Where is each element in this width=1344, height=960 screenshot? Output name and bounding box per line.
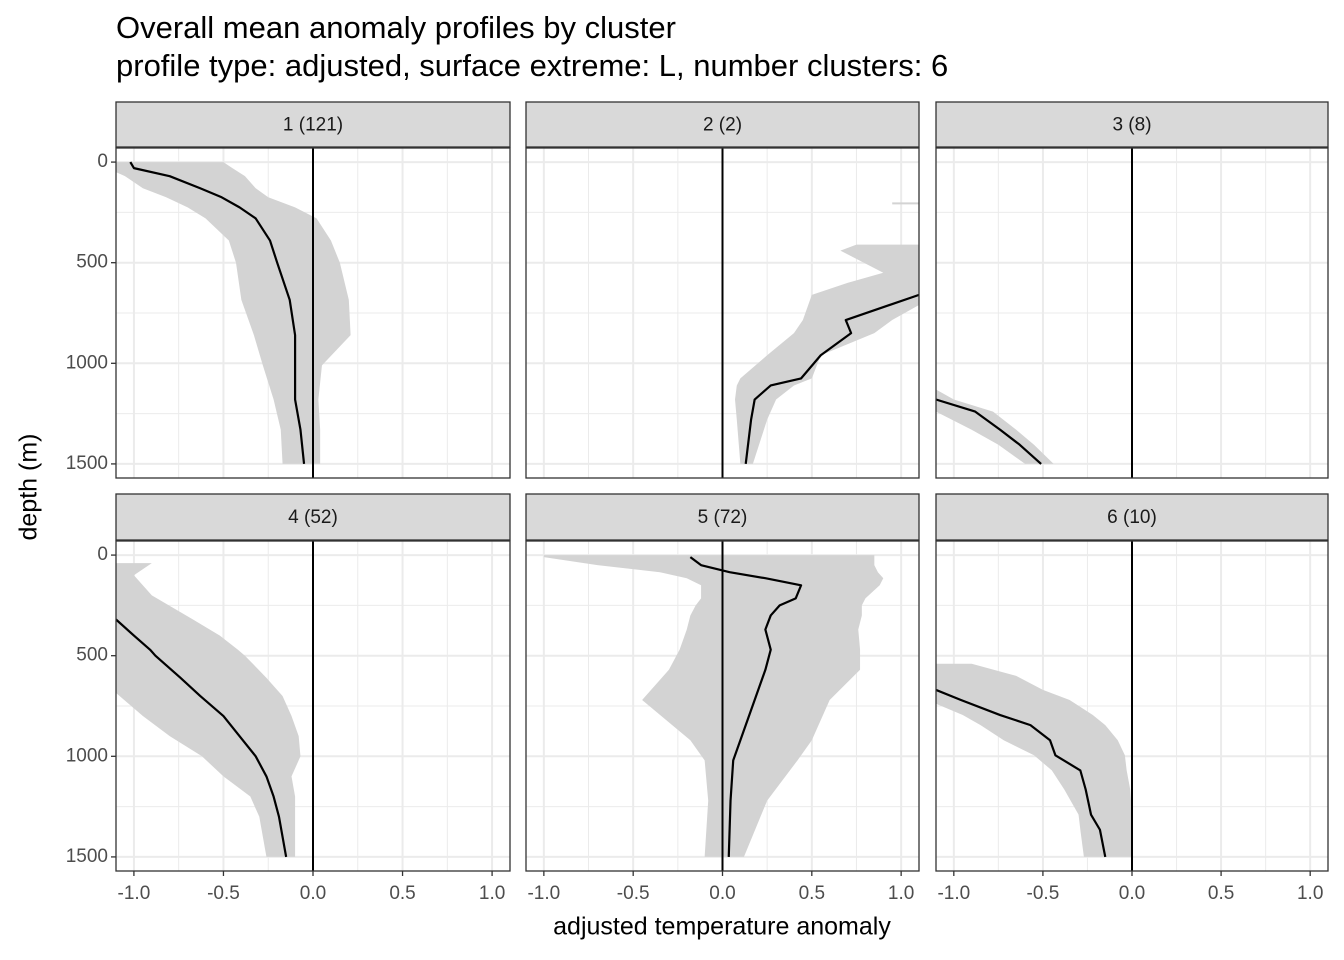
strip-label: 5 (72) [698, 507, 748, 528]
mean-line [689, 556, 803, 857]
x-tick-label: -0.5 [1027, 883, 1060, 904]
x-tick-label: 0.5 [1208, 883, 1234, 904]
chart-subtitle: profile type: adjusted, surface extreme:… [116, 48, 948, 83]
y-tick-label: 0 [97, 151, 108, 172]
y-axis-title: depth (m) [15, 434, 43, 541]
panel-plot [936, 541, 1133, 871]
ribbon [116, 563, 301, 857]
strip-label: 6 (10) [1107, 507, 1157, 528]
ribbon [543, 555, 884, 857]
x-tick-label: -1.0 [937, 883, 970, 904]
y-tick-label: 1000 [66, 745, 108, 766]
strip [525, 493, 920, 541]
ribbon [116, 162, 351, 464]
mean-line [116, 618, 288, 858]
panel-border [525, 147, 920, 479]
ribbon [735, 244, 919, 464]
x-tick-label: 0.5 [799, 883, 825, 904]
strip-label: 1 (121) [283, 115, 343, 136]
x-tick-label: 1.0 [888, 883, 914, 904]
strip [115, 493, 511, 541]
ribbon [936, 663, 1132, 857]
y-tick-label: 0 [97, 544, 108, 565]
strip [525, 101, 920, 148]
strip [115, 101, 511, 148]
x-tick-label: -1.0 [527, 883, 560, 904]
y-tick-label: 500 [76, 252, 108, 273]
x-tick-label: 0.5 [389, 883, 415, 904]
strip [935, 493, 1329, 541]
y-tick-label: 500 [76, 645, 108, 666]
panel-plot [543, 541, 884, 871]
ribbon [892, 202, 919, 205]
strip-label: 2 (2) [703, 115, 742, 136]
strip-label: 4 (52) [288, 507, 338, 528]
mean-line [936, 398, 1042, 465]
panel-plot [936, 148, 1133, 478]
x-tick-label: 1.0 [1297, 883, 1323, 904]
panel-plot [116, 541, 314, 871]
x-tick-label: -0.5 [207, 883, 240, 904]
x-tick-label: -1.0 [118, 883, 151, 904]
x-axis-title: adjusted temperature anomaly [553, 913, 891, 941]
mean-line [129, 161, 306, 465]
strip [935, 101, 1329, 148]
strip-label: 3 (8) [1112, 115, 1151, 136]
x-tick-label: 0.0 [300, 883, 326, 904]
panel-border [935, 147, 1329, 479]
panel-border [115, 147, 511, 479]
x-tick-label: 1.0 [479, 883, 505, 904]
panel-plot [721, 148, 919, 478]
y-tick-label: 1000 [66, 352, 108, 373]
x-tick-label: 0.0 [709, 883, 735, 904]
panel-plot [116, 148, 351, 478]
x-tick-label: 0.0 [1119, 883, 1145, 904]
y-tick-label: 1500 [66, 846, 108, 867]
y-tick-label: 1500 [66, 453, 108, 474]
mean-line [936, 688, 1107, 858]
x-tick-label: -0.5 [617, 883, 650, 904]
mean-line [744, 293, 919, 465]
chart-title: Overall mean anomaly profiles by cluster [116, 10, 676, 45]
